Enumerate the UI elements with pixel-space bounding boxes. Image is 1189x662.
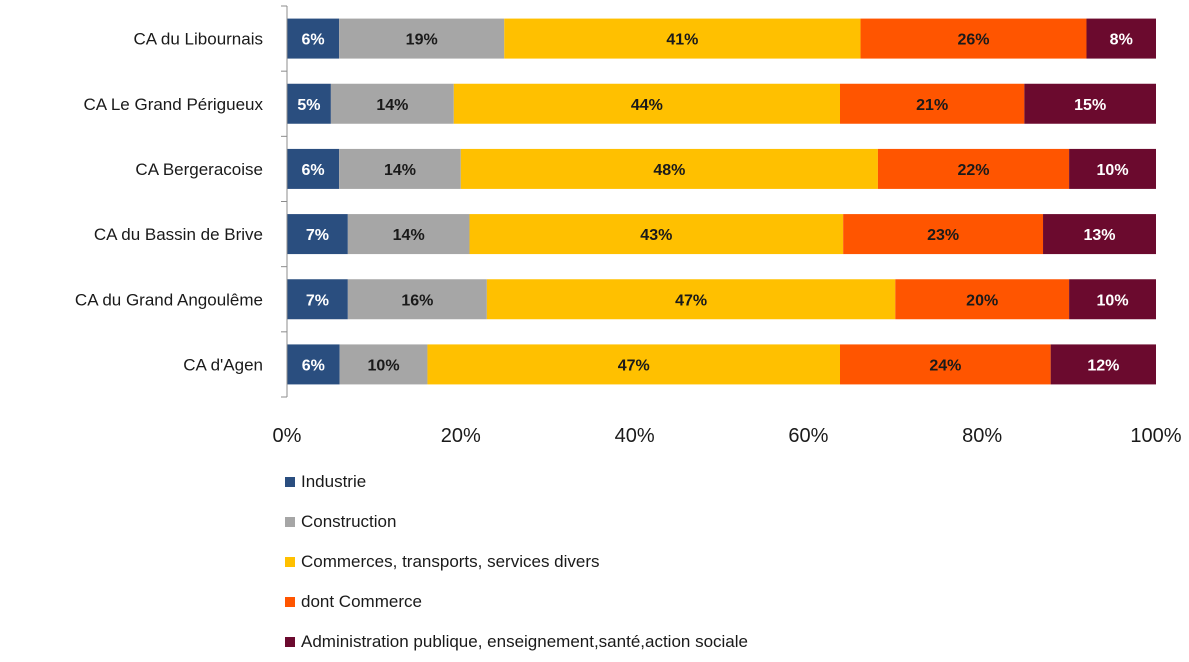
data-label: 15%: [1074, 97, 1106, 114]
bar-segment: [1050, 344, 1156, 385]
bar-segment: [877, 148, 1070, 189]
bar-segment: [1069, 148, 1156, 189]
data-label: 44%: [631, 97, 663, 114]
legend-swatch: [285, 517, 295, 527]
data-label: 20%: [966, 292, 998, 309]
data-label: 10%: [368, 357, 400, 374]
bar-segment: [347, 214, 470, 255]
bar-segment: [860, 18, 1087, 59]
data-label: 12%: [1087, 357, 1119, 374]
legend-swatch: [285, 597, 295, 607]
bar-segment: [287, 214, 348, 255]
data-label: 7%: [306, 292, 329, 309]
legend-swatch: [285, 637, 295, 647]
data-label: 14%: [376, 97, 408, 114]
x-tick-label: 100%: [1130, 425, 1181, 447]
data-label: 10%: [1097, 292, 1129, 309]
category-label: CA du Libournais: [134, 30, 263, 49]
bar-segment: [339, 148, 461, 189]
legend-item: Commerces, transports, services divers: [285, 542, 985, 582]
category-label: CA Bergeracoise: [135, 160, 263, 179]
bar-segment: [347, 279, 487, 320]
data-label: 6%: [302, 32, 325, 49]
bar-segment: [287, 344, 340, 385]
bar-segment: [287, 18, 340, 59]
category-label: CA du Bassin de Brive: [94, 225, 263, 244]
data-label: 47%: [675, 292, 707, 309]
bar-segment: [486, 279, 896, 320]
data-label: 22%: [957, 162, 989, 179]
bar-segment: [504, 18, 861, 59]
bar-segment: [843, 214, 1044, 255]
bar-segment: [1024, 83, 1156, 124]
data-label: 14%: [384, 162, 416, 179]
x-tick-label: 60%: [788, 425, 828, 447]
bar-segment: [287, 83, 331, 124]
bar-segment: [287, 148, 340, 189]
x-tick-label: 0%: [273, 425, 302, 447]
bar-segment: [469, 214, 844, 255]
x-tick-label: 80%: [962, 425, 1002, 447]
legend-item: Construction: [285, 502, 985, 542]
data-label: 16%: [401, 292, 433, 309]
bar-segment: [287, 279, 348, 320]
legend-swatch: [285, 477, 295, 487]
bar-segment: [339, 18, 505, 59]
legend-label: dont Commerce: [301, 592, 422, 611]
category-label: CA Le Grand Périgueux: [83, 95, 263, 114]
category-label: CA d'Agen: [183, 355, 263, 374]
data-label: 41%: [666, 32, 698, 49]
data-label: 14%: [393, 227, 425, 244]
data-label: 43%: [640, 227, 672, 244]
data-label: 6%: [302, 162, 325, 179]
data-label: 19%: [406, 32, 438, 49]
legend-label: Administration publique, enseignement,sa…: [301, 632, 748, 651]
legend-item: Administration publique, enseignement,sa…: [285, 622, 985, 662]
data-label: 10%: [1097, 162, 1129, 179]
bar-segment: [339, 344, 428, 385]
legend-label: Construction: [301, 512, 397, 531]
plot-area: CA du Libournais 6% 19% 41% 26% 8% CA Le Grand…: [75, 5, 1182, 447]
bar-segment: [840, 83, 1025, 124]
data-label: 8%: [1110, 32, 1133, 49]
data-label: 7%: [306, 227, 329, 244]
legend-item: dont Commerce: [285, 582, 985, 622]
bar-segment: [460, 148, 878, 189]
legend-item: Industrie: [285, 462, 985, 502]
legend-swatch: [285, 557, 295, 567]
legend-label: Commerces, transports, services divers: [301, 552, 600, 571]
data-label: 6%: [302, 357, 325, 374]
data-label: 24%: [929, 357, 961, 374]
bar-segment: [1043, 214, 1156, 255]
bar-segment: [1086, 18, 1156, 59]
bar-segment: [453, 83, 840, 124]
data-label: 5%: [297, 97, 320, 114]
data-label: 13%: [1083, 227, 1115, 244]
legend: Industrie Construction Commerces, transpor…: [285, 462, 985, 662]
bar-segment: [330, 83, 454, 124]
data-label: 26%: [957, 32, 989, 49]
data-label: 47%: [618, 357, 650, 374]
bar-segment: [1069, 279, 1156, 320]
legend-label: Industrie: [301, 472, 367, 491]
bar-segment: [895, 279, 1070, 320]
bar-segment: [427, 344, 840, 385]
data-label: 23%: [927, 227, 959, 244]
data-label: 48%: [653, 162, 685, 179]
data-label: 21%: [916, 97, 948, 114]
x-tick-label: 20%: [441, 425, 481, 447]
category-label: CA du Grand Angoulême: [75, 290, 263, 309]
bar-segment: [840, 344, 1051, 385]
x-tick-label: 40%: [615, 425, 655, 447]
